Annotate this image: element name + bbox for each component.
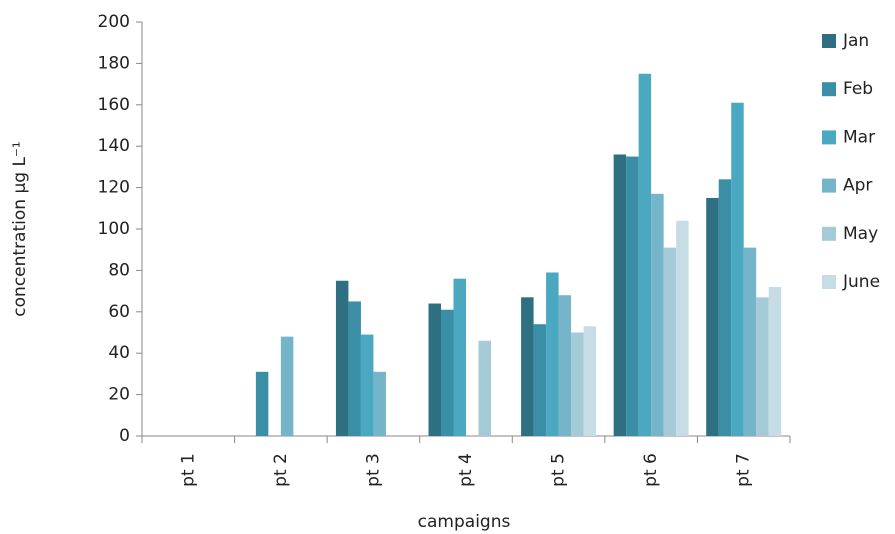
bar [663,247,677,436]
bar [453,278,466,436]
bar [706,197,719,436]
bar [335,280,349,436]
legend-label: Mar [843,127,875,147]
y-tick-label: 0 [119,426,130,446]
legend-swatch [822,34,836,48]
x-axis-label: campaigns [418,512,511,532]
bar [743,247,757,436]
y-tick-label: 100 [98,219,130,239]
bar [373,371,386,436]
legend-swatch [822,130,836,145]
y-axis-label: concentration µg L⁻¹ [10,141,30,316]
legend-swatch [822,178,836,193]
x-tick-label: pt 4 [456,453,476,487]
x-tick-label: pt 7 [734,453,754,487]
bar [428,303,442,436]
bar [533,324,547,436]
y-tick-label: 120 [98,178,130,198]
bar [583,326,597,436]
bar [651,193,664,436]
bar [280,336,294,436]
bar [718,179,732,436]
legend-swatch [822,82,836,97]
y-tick-label: 80 [108,260,130,280]
bar [613,154,627,437]
legend-label: Jan [842,31,869,51]
bar [255,371,269,436]
legend-label: June [842,272,880,292]
y-tick-label: 60 [108,302,130,322]
legend-label: Apr [843,176,872,196]
y-tick-label: 40 [108,343,130,363]
y-tick-label: 20 [108,385,130,405]
bar [478,340,491,436]
bar [521,297,534,436]
bar [348,301,361,436]
bar [558,295,572,436]
y-tick-label: 200 [98,12,130,32]
x-tick-label: pt 6 [641,453,661,487]
bar [731,102,744,436]
bar [626,156,639,437]
bar [571,332,584,436]
y-tick-label: 160 [98,95,130,115]
bar [360,334,374,436]
bar [756,297,769,436]
legend-label: May [843,224,878,244]
bar [638,73,652,436]
legend-swatch [822,275,836,289]
legend-label: Feb [843,79,873,99]
bar [441,309,454,436]
x-tick-label: pt 5 [549,453,569,487]
bar [546,272,559,436]
y-tick-label: 140 [98,136,130,156]
bar [676,220,689,436]
x-tick-label: pt 2 [271,453,291,487]
legend-swatch [822,226,836,241]
y-tick-label: 180 [98,53,130,73]
x-tick-label: pt 1 [178,453,198,487]
bar [768,286,782,436]
x-tick-label: pt 3 [363,453,383,487]
